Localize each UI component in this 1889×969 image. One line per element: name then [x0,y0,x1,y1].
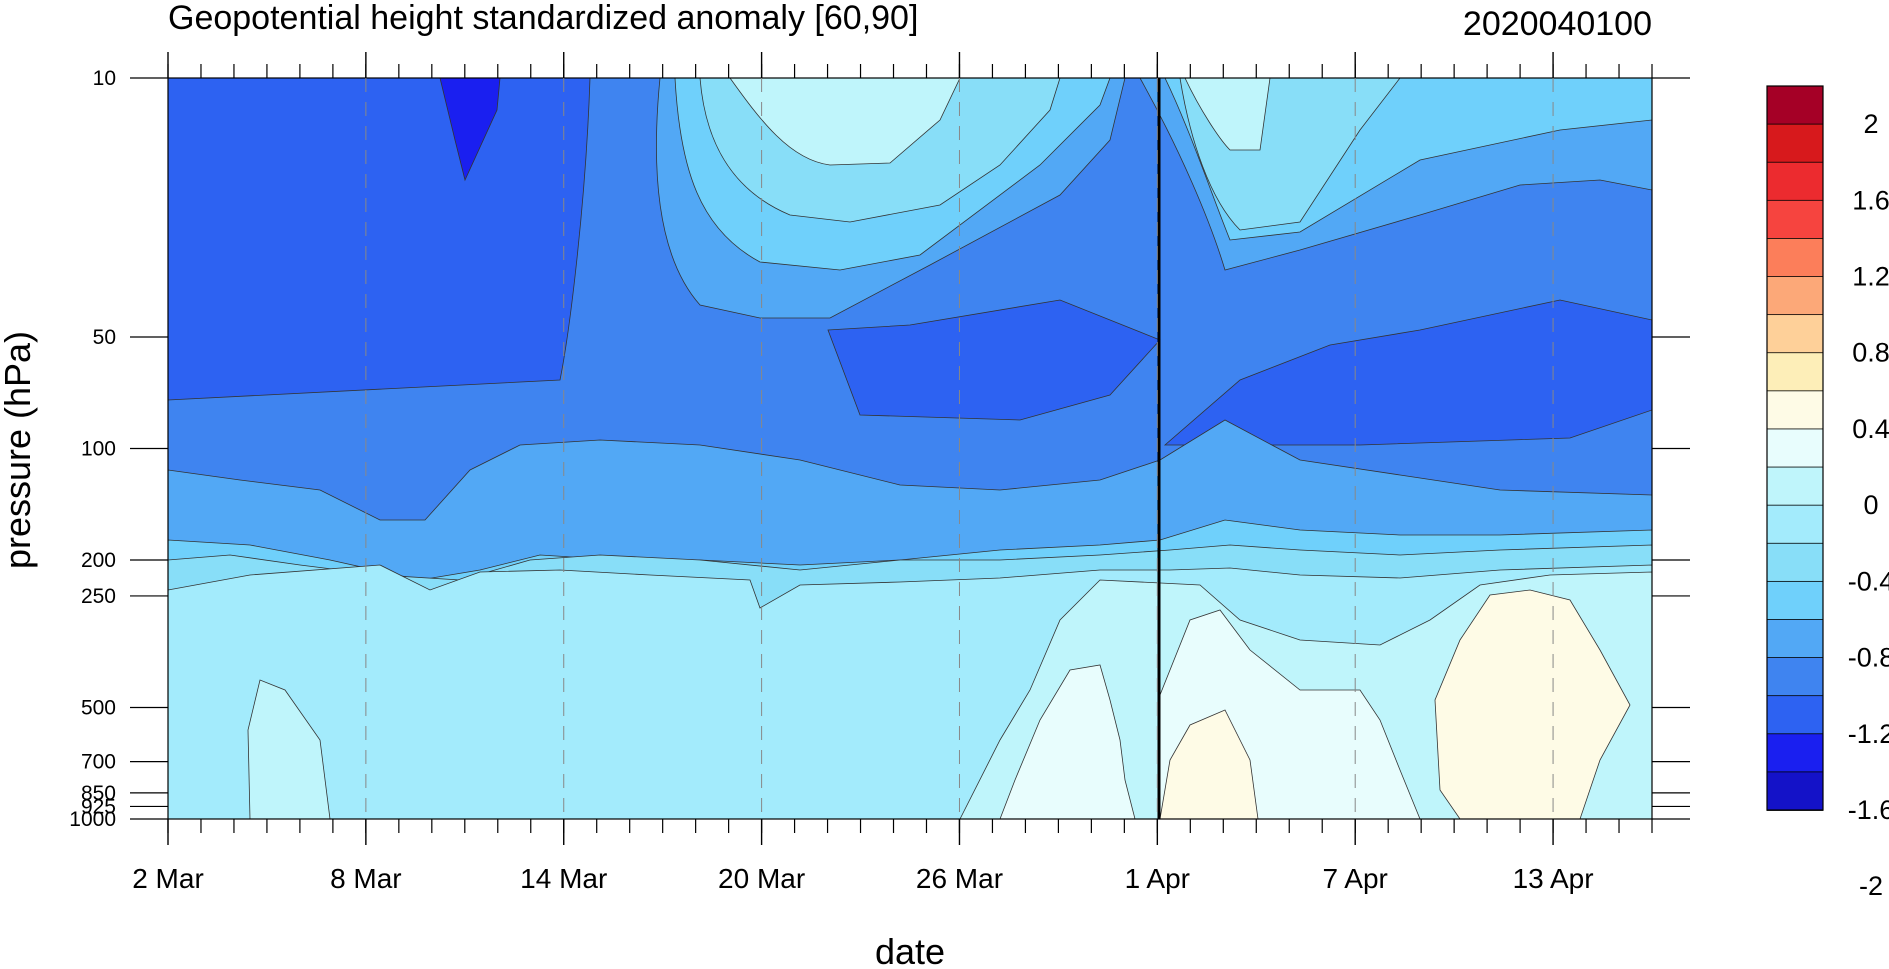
x-axis-label: date [875,931,945,969]
y-tick-label: 100 [81,438,116,461]
contour-band-minus-0-2 [999,664,1136,819]
colorbar-label: 1.2 [1852,262,1889,292]
colorbar-label: 0.4 [1852,414,1889,444]
colorbar-swatch [1766,542,1824,583]
colorbar-label: -2 [1859,871,1883,901]
x-tick-label: 20 Mar [718,863,805,894]
contour-band-minus-0-4-left [247,679,331,819]
y-axis-label: pressure (hPa) [0,331,38,569]
colorbar-swatch [1766,85,1824,126]
colorbar-label: -1.2 [1848,719,1889,749]
colorbar-swatch [1766,619,1824,659]
colorbar-label: 2 [1863,109,1878,139]
colorbar-label: 0 [1863,490,1878,520]
y-tick-label: 850 [81,782,116,805]
date-gridlines [365,78,1554,819]
colorbar-swatch [1766,580,1824,621]
x-tick-label: 2 Mar [132,863,204,894]
x-tick-label: 8 Mar [330,863,402,894]
colorbar-label: 0.8 [1852,338,1889,368]
colorbar-swatch [1766,161,1824,202]
chart-date-stamp: 2020040100 [1463,5,1652,43]
colorbar-swatch [1766,466,1824,507]
contour-field [168,78,1652,819]
colorbar-swatch [1766,695,1824,735]
y-tick-label: 10 [93,67,116,90]
colorbar-swatch [1766,199,1824,240]
colorbar-swatch [1766,123,1824,164]
colorbar-label: -0.4 [1848,566,1889,596]
y-tick-label: 700 [81,751,116,774]
y-tick-label: 500 [81,696,116,719]
contour-band-minus-2 [439,78,501,182]
x-tick-label: 26 Mar [916,863,1003,894]
colorbar-label: -0.8 [1848,643,1889,673]
y-tick-label: 50 [93,326,116,349]
colorbar-swatch [1766,657,1824,697]
x-tick-label: 7 Apr [1323,863,1388,894]
x-tick-label: 13 Apr [1513,863,1594,894]
contour-band-minus-0-4 [729,78,961,166]
x-axis: 2 Mar 8 Mar 14 Mar 20 Mar 26 Mar 1 Apr 7 Apr 13… [132,52,1653,894]
x-tick-label: 1 Apr [1125,863,1190,894]
y-tick-label: 200 [81,549,116,572]
y-tick-label: 1000 [69,808,116,831]
colorbar-frame [1766,85,1824,811]
y-tick-label: 925 [81,795,116,818]
colorbar-swatch [1766,352,1824,392]
colorbar-label: -1.6 [1848,795,1889,825]
colorbar-swatch [1766,504,1824,545]
contour-band-0-b [1434,589,1631,819]
colorbar-swatch [1766,771,1824,811]
chart-title: Geopotential height standardized anomaly… [168,0,918,37]
y-tick-label: 250 [81,585,116,608]
contour-band-0 [1159,709,1259,819]
x-tick-label: 14 Mar [520,863,607,894]
colorbar: 2 1.6 1.2 0.8 0.4 0 -0.4 -0.8 -1.2 -1.6 -2 [1766,85,1889,901]
colorbar-label: 1.6 [1852,185,1889,215]
colorbar-swatch [1766,238,1824,278]
colorbar-swatch [1766,276,1824,316]
colorbar-swatch [1766,428,1824,468]
contour-band-minus-1-8-patch [827,299,1161,421]
colorbar-swatch [1766,314,1824,354]
colorbar-swatch [1766,733,1824,773]
contour-band-minus-0-4-b [1184,78,1271,151]
colorbar-swatch [1766,390,1824,430]
